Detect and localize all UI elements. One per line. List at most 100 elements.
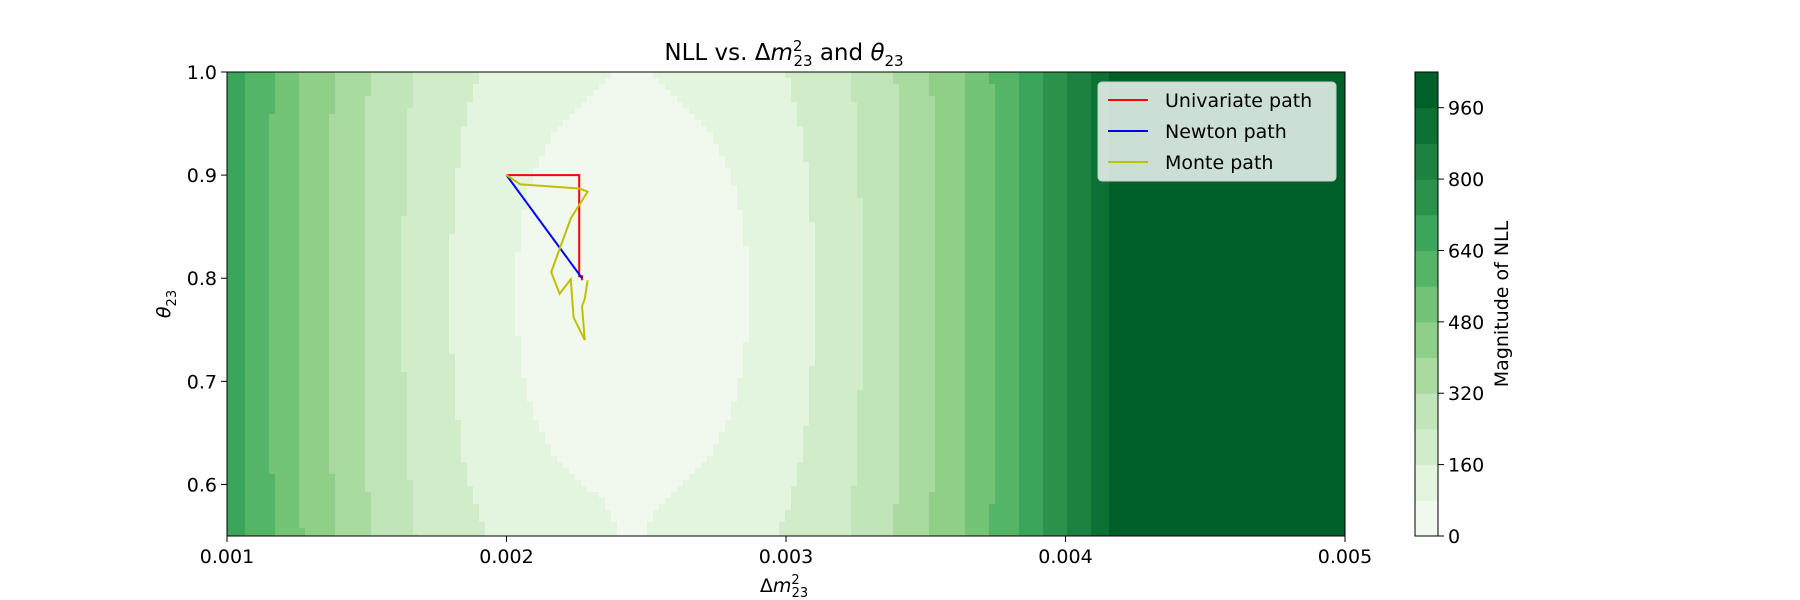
contour-cell (455, 336, 462, 343)
contour-cell (389, 516, 396, 523)
contour-cell (317, 240, 324, 247)
contour-cell (335, 366, 342, 373)
contour-cell (377, 234, 384, 241)
contour-cell (275, 396, 282, 403)
contour-cell (323, 300, 330, 307)
contour-cell (461, 348, 468, 355)
contour-cell (305, 360, 312, 367)
contour-cell (569, 354, 576, 361)
contour-cell (515, 300, 522, 307)
contour-cell (389, 162, 396, 169)
contour-cell (293, 426, 300, 433)
contour-cell (347, 396, 354, 403)
contour-cell (245, 210, 252, 217)
contour-cell (305, 282, 312, 289)
contour-cell (347, 132, 354, 139)
contour-cell (419, 486, 426, 493)
contour-cell (563, 492, 570, 499)
contour-cell (245, 360, 252, 367)
contour-cell (269, 120, 276, 127)
contour-cell (395, 222, 402, 229)
contour-cell (533, 468, 540, 475)
contour-cell (233, 372, 240, 379)
contour-cell (539, 78, 546, 85)
contour-cell (293, 534, 300, 536)
contour-cell (503, 90, 510, 97)
contour-cell (503, 132, 510, 139)
contour-cell (257, 84, 264, 91)
contour-cell (353, 426, 360, 433)
contour-cell (269, 462, 276, 469)
contour-cell (413, 156, 420, 163)
contour-cell (263, 528, 270, 535)
contour-cell (545, 330, 552, 337)
contour-cell (323, 312, 330, 319)
contour-cell (473, 270, 480, 277)
contour-cell (479, 270, 486, 277)
contour-cell (443, 204, 450, 211)
contour-cell (269, 126, 276, 133)
contour-cell (575, 276, 582, 283)
contour-cell (407, 282, 414, 289)
contour-cell (521, 306, 528, 313)
contour-cell (305, 264, 312, 271)
contour-cell (527, 480, 534, 487)
contour-cell (389, 120, 396, 127)
contour-cell (413, 186, 420, 193)
contour-cell (479, 486, 486, 493)
contour-cell (509, 186, 516, 193)
contour-cell (545, 240, 552, 247)
contour-cell (491, 330, 498, 337)
contour-cell (263, 312, 270, 319)
contour-cell (281, 90, 288, 97)
contour-cell (275, 252, 282, 259)
contour-cell (365, 498, 372, 505)
contour-cell (425, 300, 432, 307)
contour-cell (467, 306, 474, 313)
contour-cell (281, 258, 288, 265)
contour-cell (437, 210, 444, 217)
contour-cell (377, 246, 384, 253)
contour-cell (593, 480, 600, 487)
contour-cell (275, 144, 282, 151)
contour-cell (365, 114, 372, 121)
contour-cell (521, 324, 528, 331)
contour-cell (461, 84, 468, 91)
contour-cell (533, 360, 540, 367)
contour-cell (287, 372, 294, 379)
contour-cell (239, 174, 246, 181)
contour-cell (509, 120, 516, 127)
contour-cell (479, 348, 486, 355)
contour-cell (371, 318, 378, 325)
contour-cell (329, 462, 336, 469)
contour-cell (413, 396, 420, 403)
contour-cell (239, 468, 246, 475)
contour-cell (377, 84, 384, 91)
contour-cell (389, 126, 396, 133)
contour-cell (269, 354, 276, 361)
contour-cell (449, 120, 456, 127)
contour-cell (275, 462, 282, 469)
contour-cell (503, 426, 510, 433)
contour-cell (497, 210, 504, 217)
contour-cell (257, 306, 264, 313)
contour-cell (605, 444, 612, 451)
contour-cell (485, 156, 492, 163)
contour-cell (239, 528, 246, 535)
contour-cell (479, 504, 486, 511)
contour-cell (359, 288, 366, 295)
contour-cell (545, 510, 552, 517)
contour-cell (455, 420, 462, 427)
contour-cell (233, 438, 240, 445)
contour-cell (347, 348, 354, 355)
contour-cell (389, 330, 396, 337)
contour-cell (251, 72, 258, 79)
contour-cell (359, 246, 366, 253)
contour-cell (359, 132, 366, 139)
contour-cell (389, 390, 396, 397)
contour-cell (239, 366, 246, 373)
contour-cell (527, 78, 534, 85)
contour-cell (509, 438, 516, 445)
contour-cell (497, 504, 504, 511)
contour-cell (485, 414, 492, 421)
